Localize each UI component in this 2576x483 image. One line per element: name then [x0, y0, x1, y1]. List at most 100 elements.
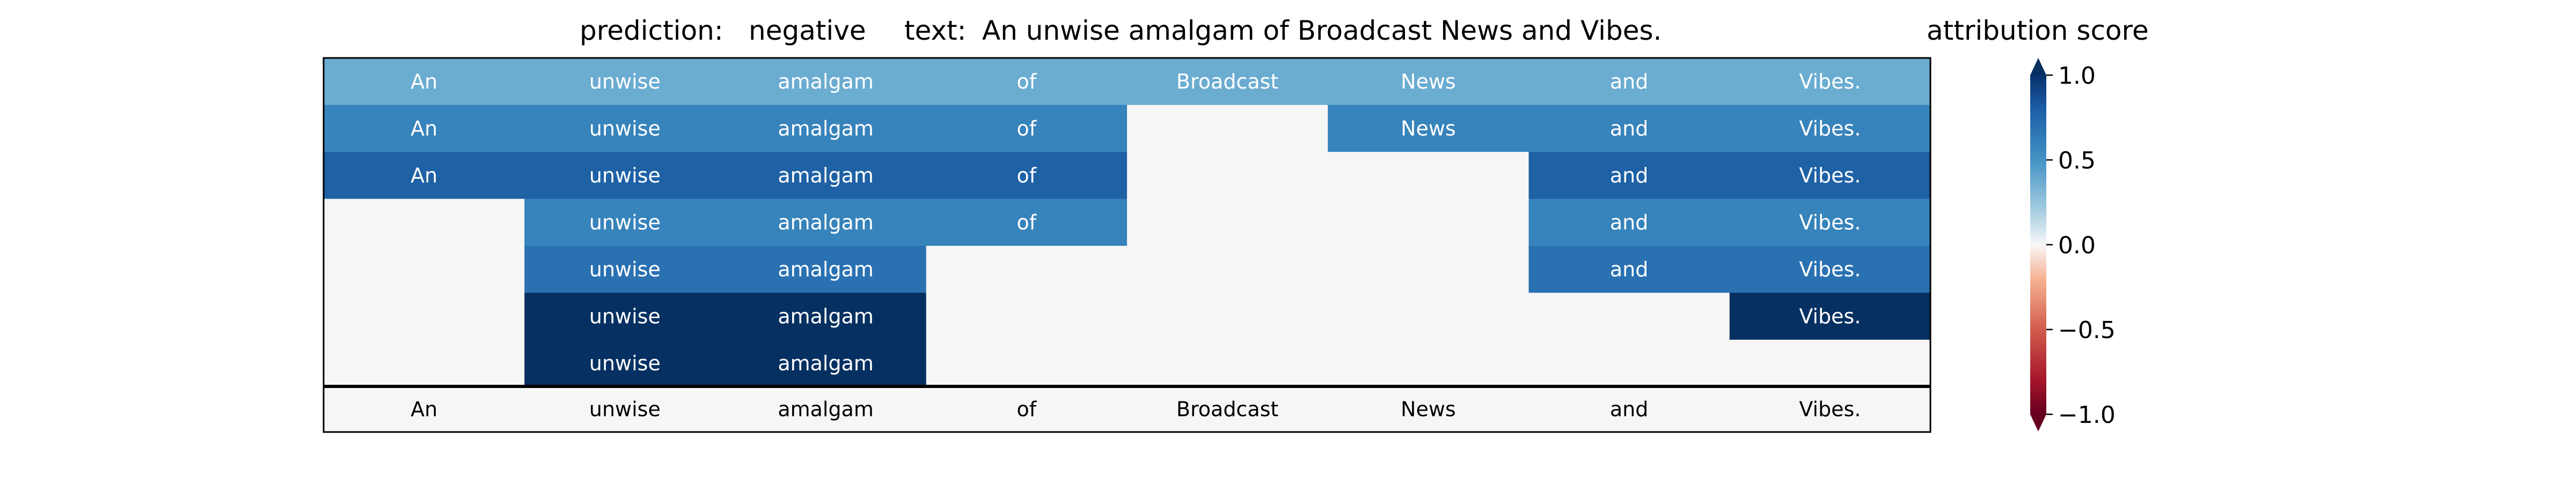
heatmap-cell [524, 152, 726, 200]
colorbar-tick-label: 0.5 [2058, 147, 2096, 174]
heatmap-cell [1328, 152, 1529, 200]
cell-token-label: unwise [589, 258, 661, 281]
heatmap-cell [324, 246, 525, 294]
heatmap-cell [1127, 199, 1328, 246]
cell-token-label: Vibes. [1799, 70, 1861, 93]
baseline-token-label: of [1017, 398, 1037, 421]
heatmap-cell [1528, 199, 1730, 246]
heatmap-cell [725, 340, 927, 387]
heatmap-cell [524, 199, 726, 246]
heatmap-cell [1729, 246, 1931, 294]
heatmap-cell [725, 199, 927, 246]
heatmap-cell [926, 246, 1128, 294]
colorbar-tick-label: −1.0 [2058, 401, 2116, 429]
cell-token-label: Vibes. [1799, 210, 1861, 234]
heatmap-cell [1528, 292, 1730, 340]
heatmap-cell [725, 246, 927, 294]
heatmap-cell [1127, 105, 1328, 152]
heatmap-cell [1328, 246, 1529, 294]
cell-token-label: News [1401, 116, 1456, 140]
text-label: text: [904, 15, 967, 46]
colorbar-tick-label: −0.5 [2058, 317, 2116, 344]
colorbar-tick-label: 0.0 [2058, 232, 2096, 259]
heatmap-cell [1528, 152, 1730, 200]
colorbar-tick-label: 1.0 [2058, 62, 2096, 90]
baseline-token-label: amalgam [778, 398, 874, 421]
heatmap-cell [524, 58, 726, 106]
cell-token-label: unwise [589, 352, 661, 375]
heatmap-cell [324, 340, 525, 387]
colorbar-extend-bottom [2030, 414, 2046, 431]
colorbar-extend-top [2030, 58, 2046, 75]
heatmap-cell [1528, 340, 1730, 387]
cell-token-label: and [1610, 116, 1649, 140]
baseline-row: An unwise amalgam of Broadcast News and Vibes. [323, 385, 1931, 433]
baseline-token-label: Vibes. [1799, 398, 1861, 421]
cell-token-label: amalgam [778, 258, 874, 281]
colorbar-gradient [2030, 75, 2046, 414]
heatmap-cell [1127, 246, 1328, 294]
heatmap-cells: An unwise amalgam of Broadcast News and Vibes. A… [323, 57, 1931, 387]
cell-token-label: Vibes. [1799, 164, 1861, 187]
cell-token-label: amalgam [778, 352, 874, 375]
heatmap-cell [324, 105, 525, 152]
cell-token-label: and [1610, 70, 1649, 93]
heatmap-cell [524, 292, 726, 340]
baseline-token-label: unwise [589, 398, 661, 421]
cell-token-label: and [1610, 258, 1649, 281]
heatmap-cell [1528, 246, 1730, 294]
colorbar-title: attribution score [1927, 15, 2149, 46]
heatmap-cell [926, 152, 1128, 200]
heatmap-cell [1328, 58, 1529, 106]
heatmap-cell [1127, 340, 1328, 387]
cell-token-label: unwise [589, 210, 661, 234]
baseline-token-label: Broadcast [1176, 398, 1278, 421]
colorbar: 1.0 0.5 0.0 −0.5 −1.0 [2030, 58, 2116, 431]
heatmap-cell [1328, 199, 1529, 246]
heatmap-cell [926, 292, 1128, 340]
cell-token-label: amalgam [778, 164, 874, 187]
cell-token-label: unwise [589, 116, 661, 140]
baseline-token-label: and [1610, 398, 1649, 421]
heatmap-cell [1127, 152, 1328, 200]
cell-token-label: amalgam [778, 70, 874, 93]
heatmap-cell [1729, 105, 1931, 152]
heatmap-cell [725, 58, 927, 106]
baseline-token-label: An [411, 398, 437, 421]
heatmap-cell [1528, 105, 1730, 152]
cell-token-label: unwise [589, 70, 661, 93]
heatmap-cell [926, 58, 1128, 106]
heatmap-cell [1127, 58, 1328, 106]
baseline-token-label: News [1401, 398, 1456, 421]
cell-token-label: Vibes. [1799, 304, 1861, 328]
cell-token-label: An [411, 70, 437, 93]
cell-token-label: of [1017, 164, 1037, 187]
cell-token-label: Vibes. [1799, 116, 1861, 140]
heatmap-cell [1729, 152, 1931, 200]
cell-token-label: of [1017, 210, 1037, 234]
heatmap-cell [324, 199, 525, 246]
heatmap-cell [1127, 292, 1328, 340]
heatmap-cell [1729, 340, 1931, 387]
cell-token-label: amalgam [778, 116, 874, 140]
heatmap-cell [1729, 199, 1931, 246]
cell-token-label: Vibes. [1799, 258, 1861, 281]
heatmap-cell [324, 152, 525, 200]
heatmap-cell [725, 152, 927, 200]
heatmap-cell [324, 58, 525, 106]
heatmap-cell [1328, 105, 1529, 152]
cell-token-label: News [1401, 70, 1456, 93]
cell-token-label: and [1610, 210, 1649, 234]
baseline-row-frame [323, 385, 1931, 433]
cell-token-label: unwise [589, 164, 661, 187]
heatmap-cell [1328, 340, 1529, 387]
heatmap-cell [926, 105, 1128, 152]
heatmap-cell [1729, 58, 1931, 106]
heatmap-cell [725, 292, 927, 340]
heatmap-cell [1729, 292, 1931, 340]
prediction-label: prediction: [580, 15, 723, 46]
cell-token-label: of [1017, 70, 1037, 93]
cell-token-label: Broadcast [1176, 70, 1278, 93]
heatmap-cell [926, 199, 1128, 246]
